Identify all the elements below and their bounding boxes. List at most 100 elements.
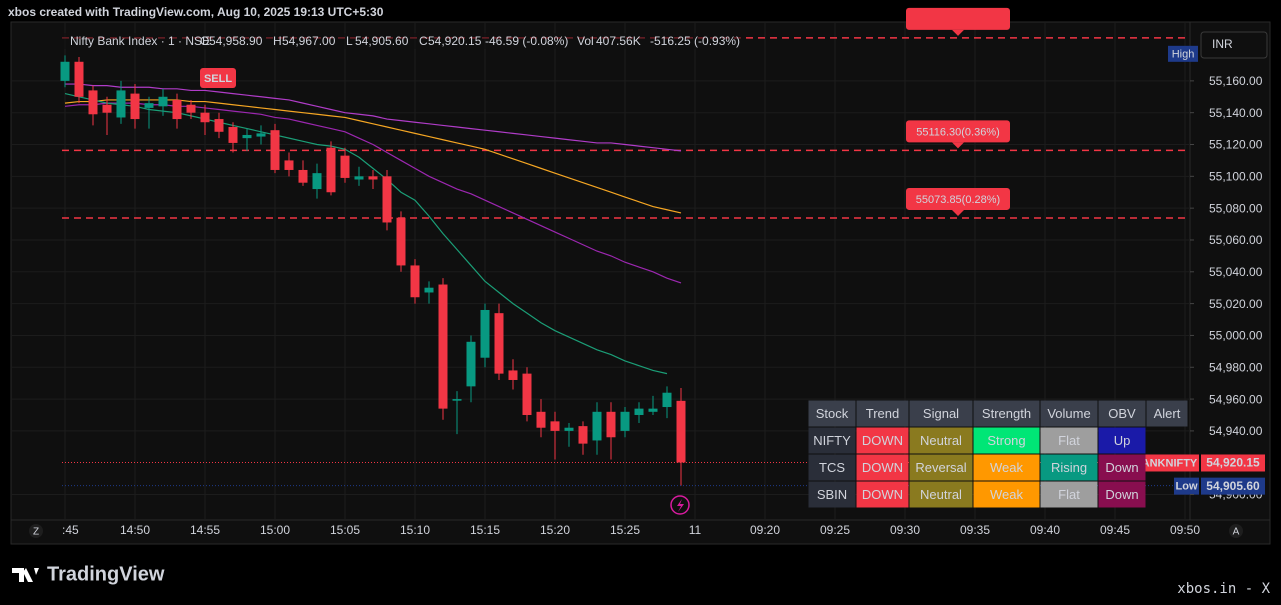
moving-average bbox=[64, 99, 682, 214]
y-tick-label: 54,980.00 bbox=[1209, 360, 1263, 374]
table-cell bbox=[1040, 454, 1098, 481]
volume-label: Vol bbox=[577, 34, 594, 48]
auto-button[interactable] bbox=[1229, 524, 1243, 538]
table-cell bbox=[808, 454, 856, 481]
candle-body bbox=[186, 104, 196, 113]
table-cell-text: Flat bbox=[1058, 433, 1080, 448]
table-header-cell: Trend bbox=[866, 406, 899, 421]
level-tag bbox=[906, 187, 1010, 210]
table-cell bbox=[1098, 400, 1146, 427]
candle-body bbox=[536, 411, 546, 428]
table-cell bbox=[973, 454, 1040, 481]
x-tick-label: 14:50 bbox=[120, 523, 150, 537]
moving-average bbox=[65, 83, 682, 152]
volume: 407.56K bbox=[596, 34, 641, 48]
candle-body bbox=[620, 411, 630, 431]
x-tick-label: 09:40 bbox=[1030, 523, 1060, 537]
candle-body bbox=[578, 426, 588, 444]
table-cell bbox=[856, 400, 909, 427]
zoom-button[interactable] bbox=[29, 524, 43, 538]
zoom-label: Z bbox=[33, 527, 39, 538]
candle-body bbox=[130, 93, 140, 120]
table-cell bbox=[909, 400, 973, 427]
table-cell-text: Rising bbox=[1051, 460, 1087, 475]
candle-body bbox=[424, 287, 434, 293]
candle-body bbox=[438, 284, 448, 409]
table-cell bbox=[1040, 400, 1098, 427]
table-cell-text: Weak bbox=[990, 460, 1023, 475]
x-tick-label: 15:20 bbox=[540, 523, 570, 537]
x-tick-label: 09:20 bbox=[750, 523, 780, 537]
y-tick-label: 55,120.00 bbox=[1209, 138, 1263, 152]
y-tick-label: 54,960.00 bbox=[1209, 392, 1263, 406]
table-header-cell: Strength bbox=[982, 406, 1031, 421]
table-cell bbox=[856, 454, 909, 481]
table-cell-text: Weak bbox=[990, 487, 1023, 502]
x-tick-label: 09:50 bbox=[1170, 523, 1200, 537]
change: -46.59 (-0.08%) bbox=[485, 34, 568, 48]
header-text: xbos created with TradingView.com, Aug 1… bbox=[8, 5, 384, 19]
candle-body bbox=[340, 155, 350, 178]
instrument: Nifty Bank Index · 1 · NSE bbox=[70, 34, 210, 48]
candle-body bbox=[676, 400, 686, 463]
moving-average bbox=[64, 102, 682, 284]
table-cell bbox=[1040, 481, 1098, 508]
candle-body bbox=[60, 61, 70, 81]
credit: xbos.in - X bbox=[1177, 581, 1270, 597]
table-cell bbox=[909, 454, 973, 481]
candle-body bbox=[284, 160, 294, 170]
candle-body bbox=[662, 392, 672, 408]
x-tick-label: 15:10 bbox=[400, 523, 430, 537]
candle-body bbox=[214, 119, 224, 132]
ohlc-value: 54,958.90 bbox=[209, 34, 263, 48]
candle-body bbox=[74, 61, 84, 97]
table-cell bbox=[909, 481, 973, 508]
price-tag-name-box bbox=[1132, 454, 1199, 472]
table-header-cell: Volume bbox=[1047, 406, 1090, 421]
y-tick-label: 55,140.00 bbox=[1209, 106, 1263, 120]
ohlc-label: O bbox=[200, 34, 209, 48]
table-cell-text: DOWN bbox=[862, 487, 903, 502]
level-tag bbox=[906, 7, 1010, 30]
candle-body bbox=[368, 176, 378, 180]
price-tag-box bbox=[1201, 477, 1265, 495]
price-tag-label: 54,920.15 bbox=[1206, 456, 1260, 470]
currency-button[interactable] bbox=[1200, 31, 1268, 59]
candle-body bbox=[144, 103, 154, 108]
candle-body bbox=[270, 130, 280, 170]
volume-change: -516.25 (-0.93%) bbox=[650, 34, 740, 48]
table-cell bbox=[1098, 481, 1146, 508]
event-bolt bbox=[677, 499, 684, 512]
table-cell-text: Strong bbox=[987, 433, 1025, 448]
table-cell bbox=[973, 427, 1040, 454]
candle-body bbox=[606, 411, 616, 438]
candle-body bbox=[494, 313, 504, 374]
table-cell-text: Up bbox=[1114, 433, 1131, 448]
candle-body bbox=[382, 176, 392, 223]
table-header-cell: Alert bbox=[1154, 406, 1181, 421]
x-tick-label: 14:55 bbox=[190, 523, 220, 537]
y-tick-label: 55,000.00 bbox=[1209, 329, 1263, 343]
level-tag-pointer bbox=[952, 142, 964, 149]
x-tick-label: 15:25 bbox=[610, 523, 640, 537]
candle-body bbox=[298, 169, 308, 183]
price-tag-name: Low bbox=[1176, 481, 1198, 493]
logo-mark bbox=[12, 568, 39, 582]
table-cell bbox=[1098, 427, 1146, 454]
candle-body bbox=[242, 134, 252, 139]
candle-body bbox=[200, 112, 210, 123]
y-tick-label: 55,160.00 bbox=[1209, 74, 1263, 88]
ohlc-value: 54,920.15 bbox=[428, 34, 482, 48]
event-icon[interactable] bbox=[670, 495, 690, 515]
ohlc-value: 54,905.60 bbox=[355, 34, 409, 48]
candle-body bbox=[354, 176, 364, 180]
table-cell-text: NIFTY bbox=[813, 433, 851, 448]
y-tick-label: 55,100.00 bbox=[1209, 170, 1263, 184]
table-cell bbox=[973, 400, 1040, 427]
table-cell-text: Neutral bbox=[920, 433, 962, 448]
ohlc-label: H bbox=[273, 34, 282, 48]
table-cell-text: Neutral bbox=[920, 487, 962, 502]
candle-body bbox=[312, 173, 322, 190]
high-tag-box bbox=[1168, 45, 1198, 62]
level-tag-pointer bbox=[952, 29, 964, 36]
